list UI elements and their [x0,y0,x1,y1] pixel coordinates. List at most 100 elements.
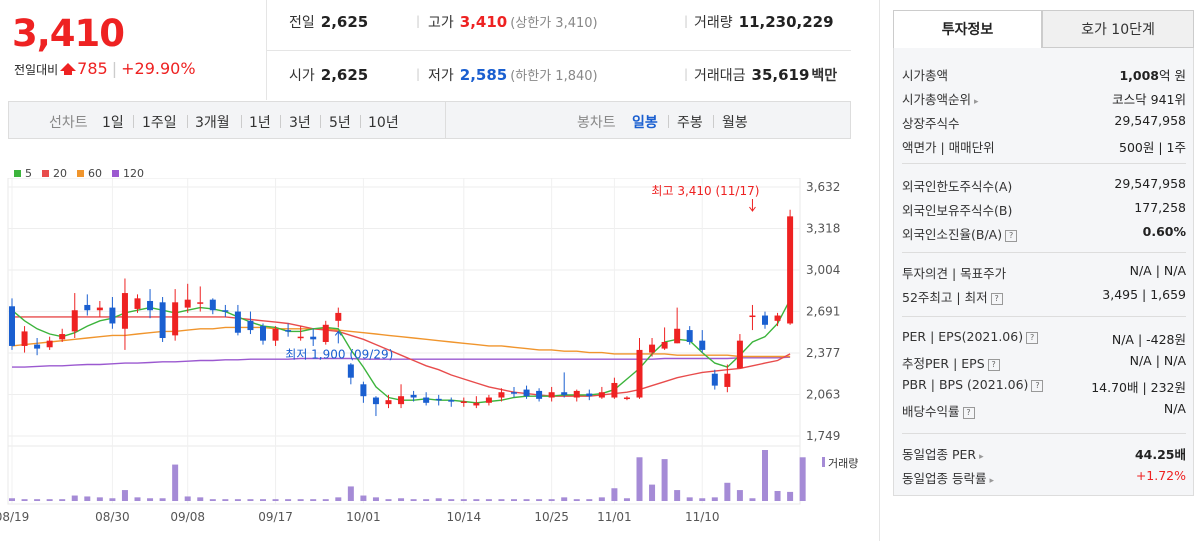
candle-body [573,390,580,398]
info-row: 동일업종 등락률 ▸ +1.72% [902,468,1186,490]
legend-ma-60: 60 [77,167,102,180]
candle-body [686,330,693,342]
info-row: 52주최고 | 최저? 3,495 | 1,659 [902,287,1186,309]
info-key: PER | EPS(2021.06)? [902,329,1039,344]
volume-bar [234,499,241,501]
info-key[interactable]: 시가총액순위 ▸ [902,89,979,108]
y-tick-label: 2,691 [806,304,840,318]
cell-separator: | [416,14,421,28]
amount-label: 거래대금 [694,68,746,84]
volume-bar [724,482,731,501]
period-weekly[interactable]: 주봉 [677,115,703,131]
x-tick-label: 09/08 [170,510,205,524]
info-value: 1,008억 원 [1119,65,1186,84]
help-icon[interactable]: ? [1031,380,1044,392]
chevron-right-icon: ▸ [979,452,984,462]
panel-body: 시가총액 1,008억 원 시가총액순위 ▸ 코스닥 941위 상장주식수 29,547,9… [893,48,1194,496]
info-value-text: N/A | N/A [1129,353,1186,368]
info-key-text: 외국인보유주식수(B) [902,203,1013,218]
info-row: 배당수익률? N/A [902,401,1186,423]
section-divider [902,433,1186,434]
candle-body [649,344,656,353]
candle-body [121,293,128,329]
candle-body [423,397,430,403]
volume-bar [347,486,354,501]
legend-swatch [112,170,119,177]
info-key-text: PBR | BPS (2021.06) [902,377,1029,392]
info-value: 29,547,958 [1114,113,1186,128]
candle-body [536,390,543,399]
candle-body [448,400,455,402]
candle-body [159,302,166,339]
period-1d[interactable]: 1일 [102,115,124,131]
divider [187,115,188,128]
help-icon[interactable]: ? [962,407,975,419]
info-key-text: 액면가 | 매매단위 [902,140,995,155]
period-10y[interactable]: 10년 [368,115,399,131]
volume-bar [310,499,317,501]
volume-bar [623,498,630,501]
volume-bar [448,499,455,501]
divider [879,0,880,541]
candle-body [736,340,743,369]
volume-bar [222,499,229,501]
help-icon[interactable]: ? [1026,332,1039,344]
candle-body [46,340,53,348]
volume-value: 11,230,229 [738,13,834,31]
volume-bar [109,498,116,501]
legend-label: 60 [88,167,102,180]
candle-body [222,310,229,312]
period-monthly[interactable]: 월봉 [722,115,748,131]
info-unit: 억 원 [1159,68,1186,83]
candle-body [297,336,304,339]
candle-body [561,392,568,395]
divider [133,115,134,128]
candle-body [511,392,517,394]
info-key-text: 외국인소진율(B/A) [902,227,1003,242]
help-icon[interactable]: ? [1005,230,1018,242]
help-icon[interactable]: ? [987,359,1000,371]
candle-body [234,311,241,333]
candle-body [96,307,103,311]
divider [241,115,242,128]
volume-bar [21,499,28,501]
candle-body [548,392,555,398]
candle-body [410,394,417,398]
up-triangle-icon [60,63,77,75]
info-key: 외국인보유주식수(B) [902,200,1012,219]
period-3m[interactable]: 3개월 [195,115,230,131]
info-value-text: 500원 | 1주 [1119,140,1186,155]
x-tick-label: 10/25 [534,510,569,524]
x-tick-label: 10/01 [346,510,381,524]
period-1y[interactable]: 1년 [249,115,271,131]
period-1w[interactable]: 1주일 [142,115,177,131]
candle-body [385,400,392,405]
volume-bar [523,499,530,501]
info-value: 14.70배 | 232원 [1091,377,1186,396]
open-value: 2,625 [320,66,369,84]
candle-body [724,373,731,387]
period-3y[interactable]: 3년 [289,115,311,131]
volume-bar [799,457,806,501]
candle-body [372,397,379,405]
info-key[interactable]: 동일업종 등락률 ▸ [902,468,994,487]
candle-body [623,397,630,400]
info-key: 배당수익률? [902,401,975,420]
info-key[interactable]: 동일업종 PER ▸ [902,444,984,463]
tab-investment-info[interactable]: 투자정보 [893,10,1042,48]
change-value: 785 [77,59,108,78]
volume-bar [536,499,543,501]
tab-order-book-10[interactable]: 호가 10단계 [1042,10,1194,48]
candle-body [272,328,279,341]
candle-body [197,302,204,304]
help-icon[interactable]: ? [990,293,1003,305]
period-5y[interactable]: 5년 [329,115,351,131]
volume-bar [485,499,492,501]
info-key-text: 외국인한도주식수(A) [902,179,1013,194]
candlestick-chart[interactable]: 3,632 3,318 3,004 2,691 2,377 2,063 1,749 08/19… [0,178,880,541]
volume-bar [209,499,216,501]
period-daily[interactable]: 일봉 [632,115,658,131]
volume-bar [121,490,128,501]
volume-bar [360,495,367,501]
open-label: 시가 [289,68,315,84]
